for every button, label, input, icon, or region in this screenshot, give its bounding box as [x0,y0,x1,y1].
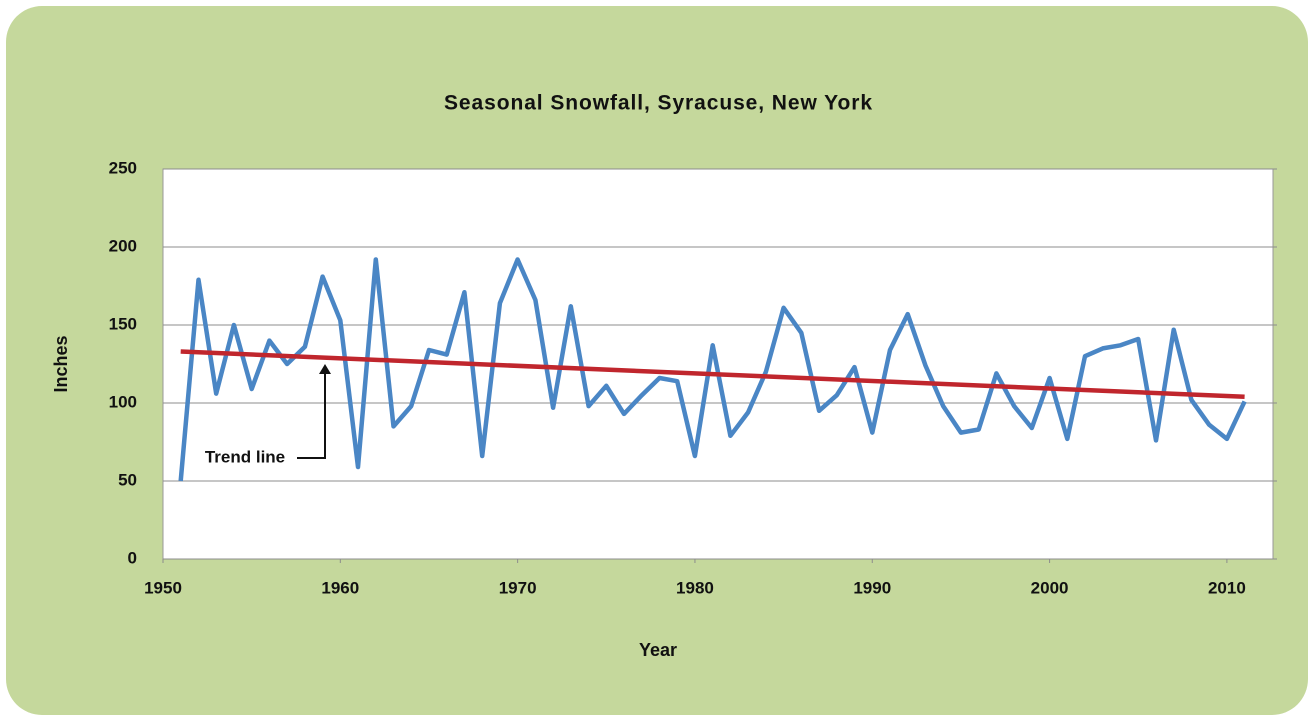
y-tick-label: 250 [109,158,137,177]
x-tick-label: 1960 [321,578,359,597]
x-axis-label: Year [639,640,677,660]
annotation: Trend line [205,447,285,466]
grid [162,168,1277,563]
y-tick-label: 150 [109,314,137,333]
x-tick-label: 1950 [144,578,182,597]
y-tick-label: 50 [118,470,137,489]
x-tick-label: 2000 [1031,578,1069,597]
annotation-arrow [297,372,326,459]
trend-line [180,349,1245,400]
y-tick-label: 200 [109,236,137,255]
y-axis-label: Inches [51,335,71,392]
arrow-head [319,364,331,374]
x-tick-label: 2010 [1208,578,1246,597]
y-tick-label: 0 [128,548,137,567]
marks [178,257,1247,482]
y-tick-label: 100 [109,392,137,411]
chart-title: Seasonal Snowfall, Syracuse, New York [444,92,872,115]
x-tick-label: 1970 [499,578,537,597]
series-line [178,257,1247,482]
x-tick-label: 1990 [853,578,891,597]
x-tick-label: 1980 [676,578,714,597]
